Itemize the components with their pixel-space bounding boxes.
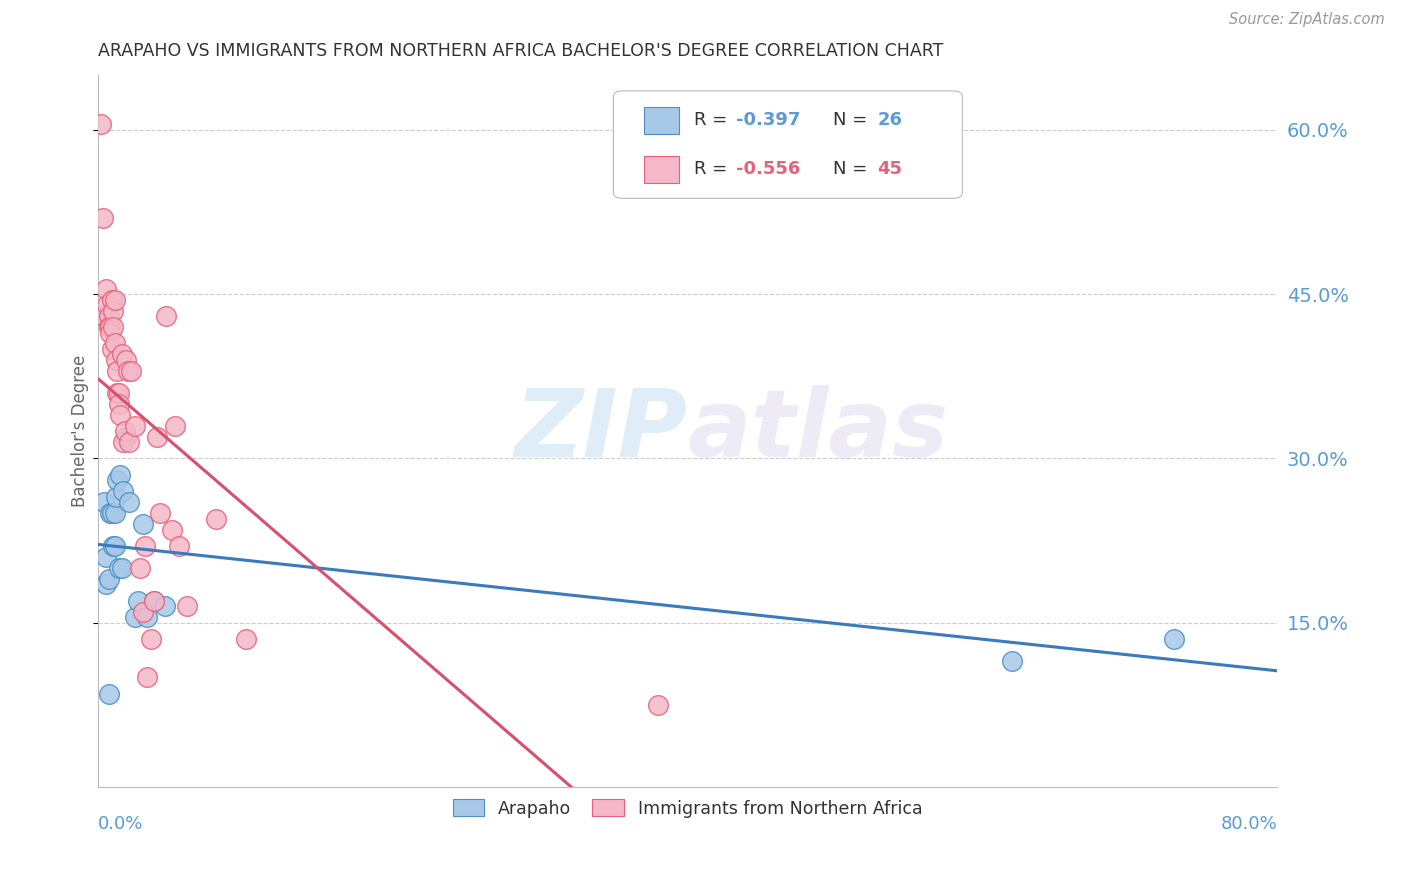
Text: atlas: atlas bbox=[688, 385, 949, 477]
Y-axis label: Bachelor's Degree: Bachelor's Degree bbox=[72, 355, 89, 508]
Point bbox=[98, 326, 121, 340]
Point bbox=[235, 632, 257, 646]
Text: N =: N = bbox=[832, 161, 873, 178]
FancyBboxPatch shape bbox=[644, 155, 679, 183]
Point bbox=[1163, 632, 1185, 646]
Point bbox=[1001, 654, 1024, 668]
Point bbox=[101, 539, 124, 553]
Point bbox=[94, 549, 117, 564]
Text: -0.397: -0.397 bbox=[735, 111, 800, 129]
Point bbox=[103, 539, 125, 553]
Point bbox=[94, 577, 117, 591]
Point bbox=[93, 495, 115, 509]
Point bbox=[141, 632, 163, 646]
Point bbox=[103, 293, 125, 307]
Text: R =: R = bbox=[693, 111, 733, 129]
Legend: Arapaho, Immigrants from Northern Africa: Arapaho, Immigrants from Northern Africa bbox=[446, 792, 929, 824]
Point bbox=[98, 506, 121, 520]
Point bbox=[97, 309, 120, 323]
Point bbox=[97, 572, 120, 586]
Point bbox=[163, 418, 186, 433]
Point bbox=[205, 511, 228, 525]
Point bbox=[103, 336, 125, 351]
Text: 26: 26 bbox=[877, 111, 903, 129]
Point bbox=[124, 418, 146, 433]
Text: -0.556: -0.556 bbox=[735, 161, 800, 178]
Point bbox=[97, 687, 120, 701]
Point bbox=[135, 610, 157, 624]
Point bbox=[94, 282, 117, 296]
Text: N =: N = bbox=[832, 111, 873, 129]
Point bbox=[112, 435, 135, 450]
Point bbox=[128, 561, 150, 575]
Point bbox=[101, 303, 124, 318]
Point bbox=[96, 298, 118, 312]
Text: 45: 45 bbox=[877, 161, 903, 178]
Text: Source: ZipAtlas.com: Source: ZipAtlas.com bbox=[1229, 12, 1385, 27]
Point bbox=[111, 561, 134, 575]
Text: R =: R = bbox=[693, 161, 733, 178]
Point bbox=[155, 309, 177, 323]
Point bbox=[153, 599, 176, 614]
Point bbox=[91, 211, 114, 225]
Point bbox=[93, 309, 115, 323]
Point bbox=[647, 698, 669, 712]
Point bbox=[124, 610, 146, 624]
Point bbox=[135, 670, 157, 684]
Point bbox=[131, 517, 153, 532]
Text: ZIP: ZIP bbox=[515, 385, 688, 477]
Point bbox=[110, 408, 132, 422]
Text: 80.0%: 80.0% bbox=[1220, 815, 1277, 833]
Point bbox=[143, 594, 166, 608]
Point bbox=[104, 490, 127, 504]
Point bbox=[100, 506, 122, 520]
Point bbox=[176, 599, 198, 614]
Point bbox=[107, 473, 129, 487]
Point bbox=[149, 506, 172, 520]
Point bbox=[90, 118, 112, 132]
Point bbox=[110, 467, 132, 482]
Point bbox=[98, 320, 121, 334]
FancyBboxPatch shape bbox=[613, 91, 962, 198]
Point bbox=[111, 347, 134, 361]
Point bbox=[120, 364, 142, 378]
Point bbox=[169, 539, 191, 553]
Text: 0.0%: 0.0% bbox=[98, 815, 143, 833]
Point bbox=[108, 397, 131, 411]
Point bbox=[134, 539, 156, 553]
FancyBboxPatch shape bbox=[644, 106, 679, 134]
Point bbox=[143, 594, 166, 608]
Text: ARAPAHO VS IMMIGRANTS FROM NORTHERN AFRICA BACHELOR'S DEGREE CORRELATION CHART: ARAPAHO VS IMMIGRANTS FROM NORTHERN AFRI… bbox=[98, 42, 943, 60]
Point bbox=[100, 342, 122, 356]
Point bbox=[160, 523, 183, 537]
Point bbox=[131, 605, 153, 619]
Point bbox=[97, 320, 120, 334]
Point bbox=[146, 429, 169, 443]
Point bbox=[115, 429, 138, 443]
Point bbox=[118, 435, 141, 450]
Point bbox=[108, 385, 131, 400]
Point bbox=[115, 352, 138, 367]
Point bbox=[127, 594, 149, 608]
Point bbox=[117, 364, 139, 378]
Point bbox=[114, 424, 136, 438]
Point bbox=[104, 352, 127, 367]
Point bbox=[108, 561, 131, 575]
Point bbox=[101, 320, 124, 334]
Point bbox=[107, 364, 129, 378]
Point bbox=[100, 293, 122, 307]
Point bbox=[118, 495, 141, 509]
Point bbox=[112, 484, 135, 499]
Point bbox=[103, 506, 125, 520]
Point bbox=[107, 385, 129, 400]
